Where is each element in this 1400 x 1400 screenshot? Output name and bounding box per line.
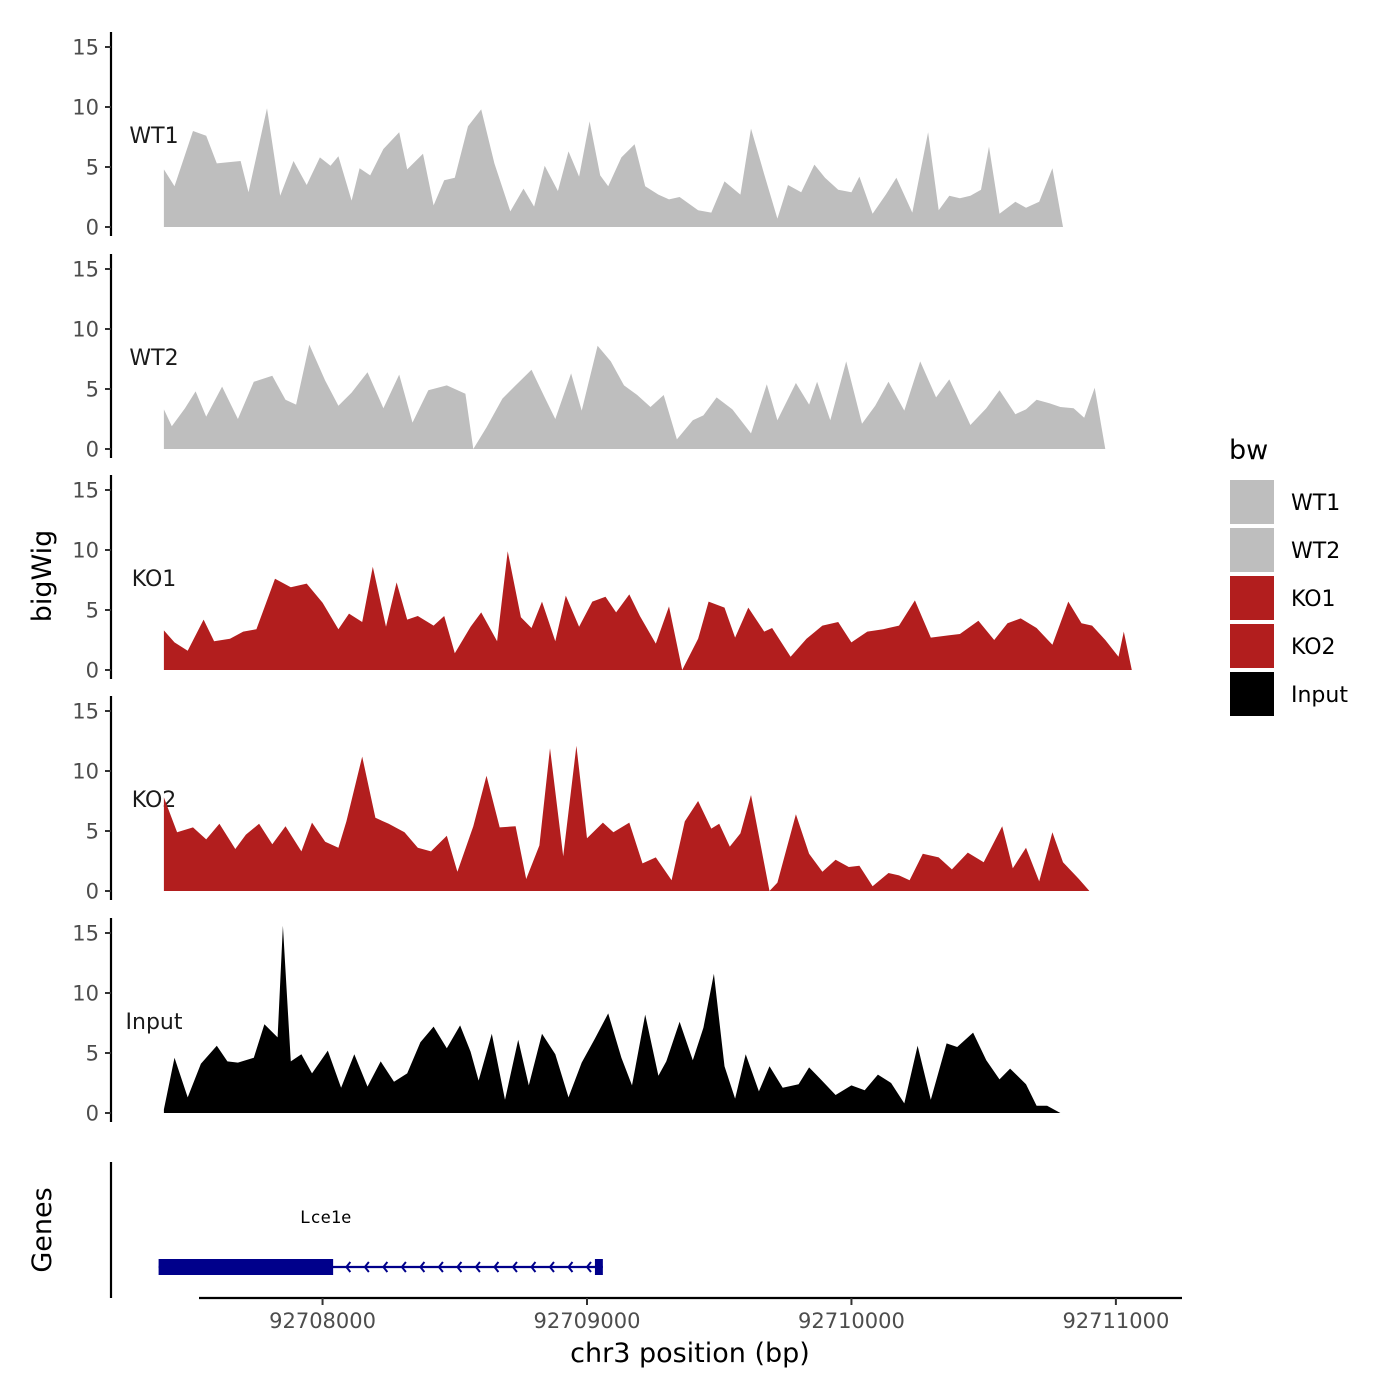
signal-area-ko2 [163, 745, 1132, 891]
y-tick-label: 5 [86, 599, 99, 623]
legend-swatch-wt1 [1230, 480, 1274, 524]
legend-label-input: Input [1291, 683, 1348, 708]
strand-arrow [511, 1261, 518, 1273]
strand-arrow [419, 1261, 426, 1273]
legend-swatch-wt2 [1230, 528, 1274, 572]
x-axis-title: chr3 position (bp) [570, 1338, 810, 1369]
signal-area-input [163, 925, 1130, 1113]
strand-arrow [437, 1261, 444, 1273]
strand-arrow [548, 1261, 555, 1273]
legend: bw WT1 WT2 KO1 KO2 Input [1229, 435, 1348, 716]
legend-swatch-ko1 [1230, 576, 1274, 620]
y-tick-label: 0 [86, 1102, 99, 1126]
x-tick-label: 92711000 [1062, 1309, 1169, 1333]
legend-items: WT1 WT2 KO1 KO2 Input [1230, 480, 1348, 716]
strand-arrow [400, 1261, 407, 1273]
y-tick-label: 0 [86, 659, 99, 683]
y-tick-label: 15 [72, 36, 99, 60]
signal-area-wt1 [163, 108, 1132, 227]
y-tick-label: 5 [86, 378, 99, 402]
gene-track: Genes Lce1e [27, 1162, 603, 1298]
y-tick-label: 10 [72, 982, 99, 1006]
y-tick-label: 10 [72, 96, 99, 120]
gene-model [158, 1259, 603, 1275]
y-tick-label: 0 [86, 880, 99, 904]
strand-arrow [382, 1261, 389, 1273]
strand-arrow [567, 1261, 574, 1273]
strand-arrow [493, 1261, 500, 1273]
y-tick-label: 5 [86, 1042, 99, 1066]
signal-area-ko1 [163, 551, 1132, 670]
legend-label-wt2: WT2 [1291, 539, 1340, 564]
legend-swatch-ko2 [1230, 624, 1274, 668]
y-tick-label: 10 [72, 760, 99, 784]
track-label-wt1: WT1 [129, 124, 178, 149]
strand-arrow [585, 1261, 592, 1273]
y-tick-label: 10 [72, 539, 99, 563]
strand-arrow [474, 1261, 481, 1273]
track-label-wt2: WT2 [129, 346, 178, 371]
strand-arrow [530, 1261, 537, 1273]
y-tick-label: 5 [86, 820, 99, 844]
y-tick-label: 15 [72, 479, 99, 503]
legend-title: bw [1229, 435, 1268, 466]
x-tick-label: 92709000 [534, 1309, 641, 1333]
signal-area-wt2 [163, 344, 1130, 449]
track-label-ko2: KO2 [132, 788, 177, 813]
gene-track-label: Genes [27, 1187, 58, 1272]
strand-arrow [456, 1261, 463, 1273]
legend-label-wt1: WT1 [1291, 491, 1340, 516]
x-axis: 92708000 92709000 92710000 92711000 chr3 po… [199, 1296, 1182, 1369]
y-tick-label: 15 [72, 258, 99, 282]
y-tick-label: 15 [72, 700, 99, 724]
track-ko1: 0 5 10 15 KO1 [72, 475, 1132, 683]
y-tick-label: 5 [86, 156, 99, 180]
gene-name-label: Lce1e [300, 1208, 351, 1228]
gene-exon [158, 1259, 334, 1275]
track-ko2: 0 5 10 15 KO2 [72, 696, 1132, 904]
x-tick-label: 92708000 [269, 1309, 376, 1333]
legend-swatch-input [1230, 672, 1274, 716]
legend-label-ko2: KO2 [1291, 635, 1336, 660]
gene-exon [594, 1259, 603, 1275]
track-wt1: 0 5 10 15 WT1 [72, 32, 1132, 240]
y-tick-label: 10 [72, 318, 99, 342]
track-label-input: Input [126, 1010, 183, 1035]
x-axis-ticks: 92708000 92709000 92710000 92711000 [269, 1298, 1169, 1333]
strand-arrow [363, 1261, 370, 1273]
track-label-ko1: KO1 [132, 567, 177, 592]
strand-arrow [345, 1261, 352, 1273]
y-tick-label: 0 [86, 438, 99, 462]
signal-tracks: 0 5 10 15 WT1 0 5 10 15 WT2 0 5 10 15 KO1 0 5 10 15 KO2 0 5 10… [72, 32, 1132, 1126]
y-axis-title: bigWig [27, 530, 58, 623]
y-tick-label: 0 [86, 216, 99, 240]
x-tick-label: 92710000 [798, 1309, 905, 1333]
legend-label-ko1: KO1 [1291, 587, 1336, 612]
track-input: 0 5 10 15 Input [72, 918, 1130, 1126]
track-wt2: 0 5 10 15 WT2 [72, 254, 1130, 462]
y-tick-label: 15 [72, 922, 99, 946]
